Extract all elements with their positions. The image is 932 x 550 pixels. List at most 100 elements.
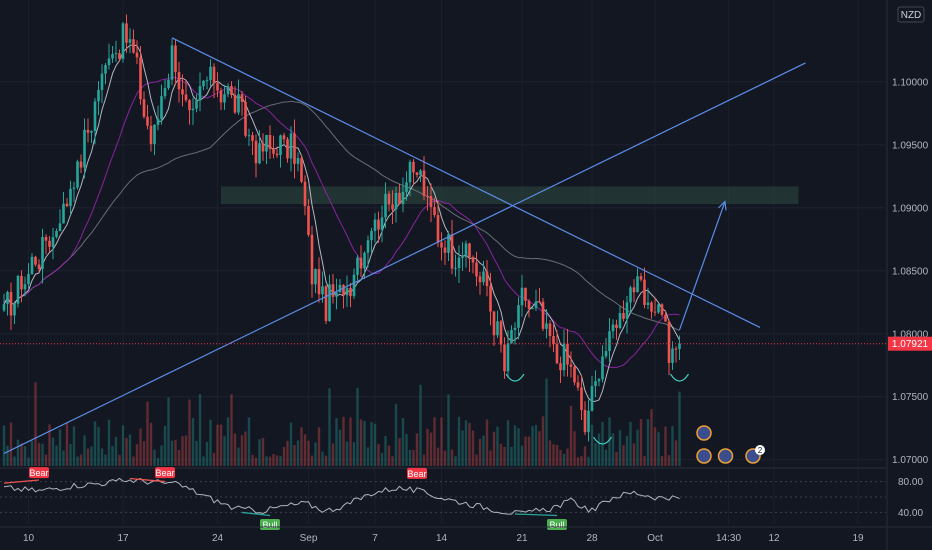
candle-body[interactable] (163, 88, 167, 97)
candle-body[interactable] (135, 52, 139, 58)
candle-body[interactable] (524, 287, 527, 301)
candle-body[interactable] (174, 45, 177, 73)
candle-body[interactable] (454, 268, 457, 270)
candle-body[interactable] (240, 94, 244, 102)
candle-body[interactable] (226, 86, 230, 95)
candle-body[interactable] (426, 195, 429, 197)
candle-body[interactable] (79, 161, 83, 168)
candle-body[interactable] (268, 134, 272, 149)
candle-body[interactable] (513, 327, 517, 330)
candle-body[interactable] (422, 170, 426, 196)
candle-body[interactable] (184, 94, 188, 101)
candle-body[interactable] (433, 207, 436, 216)
candle-body[interactable] (566, 343, 569, 365)
candle-body[interactable] (69, 188, 72, 207)
candle-body[interactable] (408, 161, 412, 183)
candle-body[interactable] (16, 275, 20, 304)
candle-body[interactable] (580, 387, 583, 410)
candle-body[interactable] (359, 257, 363, 269)
candle-body[interactable] (618, 313, 622, 329)
candle-body[interactable] (125, 23, 128, 43)
event-marker-icon[interactable] (696, 425, 712, 441)
candle-body[interactable] (286, 139, 289, 159)
candle-body[interactable] (377, 219, 380, 230)
candle-body[interactable] (2, 304, 6, 311)
candle-body[interactable] (664, 314, 667, 322)
candle-body[interactable] (111, 54, 114, 59)
candle-body[interactable] (590, 386, 594, 411)
candle-body[interactable] (188, 100, 191, 111)
candle-body[interactable] (198, 86, 202, 101)
candle-body[interactable] (272, 148, 275, 154)
candle-body[interactable] (34, 256, 37, 265)
candle-body[interactable] (447, 234, 450, 253)
candle-body[interactable] (653, 311, 657, 313)
candle-body[interactable] (254, 140, 258, 164)
candle-body[interactable] (583, 409, 587, 433)
candle-body[interactable] (51, 237, 55, 247)
candle-body[interactable] (86, 129, 90, 133)
candle-body[interactable] (625, 302, 629, 319)
candle-body[interactable] (436, 215, 440, 243)
candle-body[interactable] (314, 269, 317, 285)
candle-body[interactable] (324, 286, 328, 321)
candle-body[interactable] (331, 284, 335, 297)
candle-body[interactable] (499, 321, 503, 345)
candle-body[interactable] (373, 219, 377, 232)
candle-body[interactable] (265, 134, 268, 152)
candle-body[interactable] (391, 204, 394, 210)
candle-body[interactable] (202, 80, 205, 87)
candle-body[interactable] (321, 286, 324, 295)
candle-body[interactable] (643, 279, 646, 305)
candle-body[interactable] (170, 45, 174, 80)
candle-body[interactable] (6, 291, 9, 305)
candle-body[interactable] (244, 101, 247, 136)
candle-body[interactable] (629, 287, 632, 303)
candle-body[interactable] (415, 172, 419, 176)
candle-body[interactable] (632, 287, 636, 293)
candle-body[interactable] (538, 301, 541, 303)
candle-body[interactable] (121, 23, 125, 60)
candle-body[interactable] (76, 161, 79, 188)
candle-body[interactable] (366, 240, 370, 253)
candle-body[interactable] (398, 192, 401, 205)
candle-body[interactable] (615, 324, 618, 329)
candle-body[interactable] (419, 170, 422, 176)
candle-body[interactable] (83, 129, 86, 168)
candle-body[interactable] (233, 95, 237, 113)
trendline[interactable] (3, 62, 806, 454)
bear-signal-badge[interactable] (155, 467, 175, 479)
candle-body[interactable] (678, 343, 681, 350)
candle-body[interactable] (594, 381, 597, 387)
candle-body[interactable] (520, 287, 524, 306)
candle-body[interactable] (191, 108, 195, 111)
candle-body[interactable] (107, 58, 111, 66)
candle-body[interactable] (517, 305, 520, 328)
candle-body[interactable] (562, 343, 566, 371)
candle-body[interactable] (352, 274, 356, 297)
candle-body[interactable] (545, 323, 548, 329)
candle-body[interactable] (485, 271, 489, 286)
candle-body[interactable] (237, 94, 240, 113)
candle-body[interactable] (461, 256, 464, 258)
candle-body[interactable] (338, 284, 342, 293)
candle-body[interactable] (55, 230, 58, 238)
candle-body[interactable] (349, 287, 352, 297)
candle-body[interactable] (317, 269, 321, 295)
candle-body[interactable] (219, 90, 223, 103)
candle-body[interactable] (482, 271, 485, 283)
candle-body[interactable] (177, 72, 181, 90)
candle-body[interactable] (230, 86, 233, 96)
candle-body[interactable] (380, 217, 384, 230)
candle-body[interactable] (464, 243, 468, 257)
candle-body[interactable] (573, 366, 576, 383)
candle-body[interactable] (496, 321, 499, 336)
candle-body[interactable] (457, 257, 461, 269)
candle-body[interactable] (9, 291, 13, 316)
candle-body[interactable] (310, 234, 314, 285)
candle-body[interactable] (300, 158, 303, 182)
candle-body[interactable] (429, 196, 433, 208)
candle-body[interactable] (296, 158, 300, 164)
